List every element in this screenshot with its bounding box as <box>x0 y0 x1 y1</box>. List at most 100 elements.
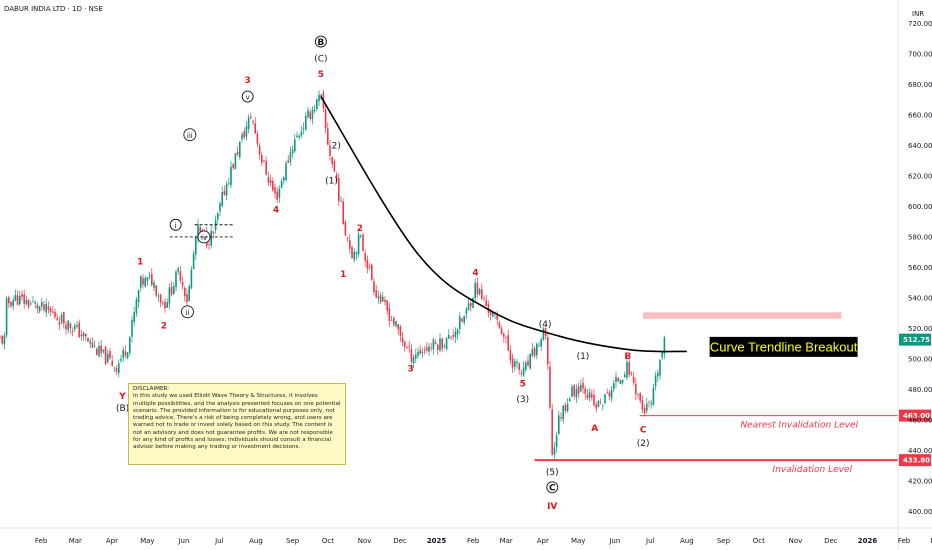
candle-body <box>212 231 215 234</box>
time-tick-label: Feb <box>898 537 911 545</box>
price-axis[interactable]: INR 720.00 700.00 680.00 660.00 640.00 620.00 6… <box>897 0 932 550</box>
disclaimer-title: DISCLAIMER: <box>133 386 170 392</box>
wave-label-circle <box>546 481 559 494</box>
candle-body <box>54 311 56 318</box>
candle-body <box>245 126 248 137</box>
candle-body <box>16 295 19 305</box>
candle-body <box>608 392 611 397</box>
candle-body <box>65 324 67 330</box>
candle-body <box>247 117 250 130</box>
candle-body <box>434 342 437 345</box>
wave-label: (C) <box>314 55 327 65</box>
candle-body <box>104 346 107 364</box>
candle-body <box>214 220 217 231</box>
candle-body <box>254 123 256 134</box>
wave-label: i <box>175 222 177 230</box>
candle-body <box>67 320 69 331</box>
wave-label: 1 <box>137 258 143 268</box>
candle-body <box>619 380 622 384</box>
candle-body <box>324 109 327 129</box>
candle-body <box>366 259 369 269</box>
candle-body <box>417 351 419 356</box>
candle-body <box>437 344 439 350</box>
candle-body <box>639 393 641 401</box>
candle-body <box>496 313 498 320</box>
disclaimer-box: DISCLAIMER: In this study we used Elliot… <box>128 383 346 465</box>
candle-body <box>362 234 364 251</box>
candle-body <box>318 94 320 102</box>
wave-label-circle <box>314 35 327 48</box>
price-tick-label: 600.00 <box>908 203 932 211</box>
candle-body <box>555 435 558 447</box>
candle-body <box>283 177 285 181</box>
candle-body <box>239 141 241 158</box>
time-tick-label: Mar <box>69 537 82 545</box>
candle-body <box>85 333 87 337</box>
candle-body <box>76 324 78 327</box>
candle-body <box>243 131 245 138</box>
candle-body <box>472 297 474 308</box>
candle-body <box>221 192 223 207</box>
candle-body <box>659 359 661 376</box>
candle-body <box>344 221 347 236</box>
candle-body <box>296 135 298 137</box>
candle-body <box>278 188 281 198</box>
candle-body <box>375 290 377 298</box>
candle-body <box>164 301 166 309</box>
candle-body <box>635 383 637 394</box>
candle-body <box>454 331 457 338</box>
candle-body <box>69 323 72 329</box>
wave-label: 1 <box>340 270 346 280</box>
candle-body <box>333 161 336 172</box>
candle-body <box>520 372 523 374</box>
candle-body <box>252 120 254 123</box>
candle-body <box>34 302 36 304</box>
candle-body <box>87 338 89 342</box>
candle-body <box>30 303 32 305</box>
candle-body <box>89 341 91 344</box>
candle-body <box>49 308 52 312</box>
wave-label: 2 <box>161 322 167 332</box>
candle-body <box>560 417 562 419</box>
candle-body <box>74 325 76 330</box>
wave-label: B <box>624 352 631 362</box>
candle-body <box>426 347 428 351</box>
wave-label-circle <box>241 90 254 103</box>
candle-body <box>267 177 270 183</box>
candle-body <box>406 347 408 348</box>
candle-body <box>1 335 3 344</box>
candle-body <box>630 372 633 374</box>
candle-body <box>604 394 606 404</box>
candle-body <box>96 348 98 355</box>
candle-body <box>492 312 494 317</box>
candle-body <box>82 332 85 337</box>
wave-label: 2) <box>332 142 341 152</box>
candle-body <box>217 212 219 220</box>
candle-body <box>140 275 142 288</box>
candle-body <box>32 301 34 303</box>
time-axis[interactable]: Feb Mar Apr May Jun Jul Aug Sep Oct Nov Dec 2025 Feb… <box>0 527 932 545</box>
candle-body <box>186 294 188 303</box>
candle-body <box>393 317 395 325</box>
candle-body <box>461 318 463 322</box>
wave-label: B <box>317 38 324 48</box>
candle-body <box>498 322 501 328</box>
candle-body <box>118 363 120 374</box>
candle-body <box>151 273 153 285</box>
candle-body <box>503 334 505 337</box>
wave-label: iv <box>201 234 207 242</box>
curve-trendline <box>320 96 687 353</box>
time-tick-label: May <box>140 537 154 545</box>
candle-body <box>397 324 399 330</box>
candle-body <box>265 161 267 175</box>
candle-body <box>652 387 655 406</box>
candle-body <box>60 314 63 323</box>
price-tick-label: 500.00 <box>908 356 932 364</box>
candle-body <box>261 155 263 163</box>
candle-body <box>63 312 65 324</box>
candle-body <box>540 339 542 347</box>
price-tick-label: 400.00 <box>908 508 932 516</box>
candle-body <box>210 230 212 246</box>
candle-body <box>173 286 175 295</box>
time-tick-label: Dec <box>824 537 838 545</box>
